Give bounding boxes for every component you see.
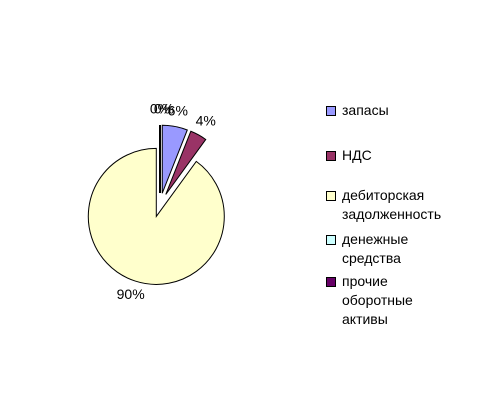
- pie-slice: [161, 124, 188, 194]
- legend-swatch: [326, 106, 336, 116]
- legend-entry: прочие оборотные активы: [326, 272, 450, 329]
- data-label: 6%: [168, 102, 188, 118]
- legend-label: запасы: [342, 102, 389, 118]
- legend-swatch: [326, 151, 336, 161]
- data-label: 0%: [154, 101, 174, 117]
- legend-label: НДС: [342, 147, 372, 163]
- legend-entry: денежные средства: [326, 230, 450, 268]
- data-label: 90%: [117, 286, 145, 302]
- data-label: 0%: [150, 101, 170, 117]
- legend-entry: НДС: [326, 146, 450, 165]
- legend-swatch: [326, 235, 336, 245]
- data-label: 4%: [196, 112, 216, 128]
- legend-entry: запасы: [326, 101, 450, 120]
- legend-label: прочие оборотные активы: [342, 273, 413, 327]
- legend-entry: дебиторская задолженность: [326, 186, 450, 224]
- pie-slice: [87, 147, 225, 285]
- pie-slice: [165, 130, 207, 195]
- legend-label: денежные средства: [342, 231, 409, 266]
- legend-swatch: [326, 277, 336, 287]
- legend-swatch: [326, 191, 336, 201]
- legend-label: дебиторская задолженность: [342, 187, 442, 222]
